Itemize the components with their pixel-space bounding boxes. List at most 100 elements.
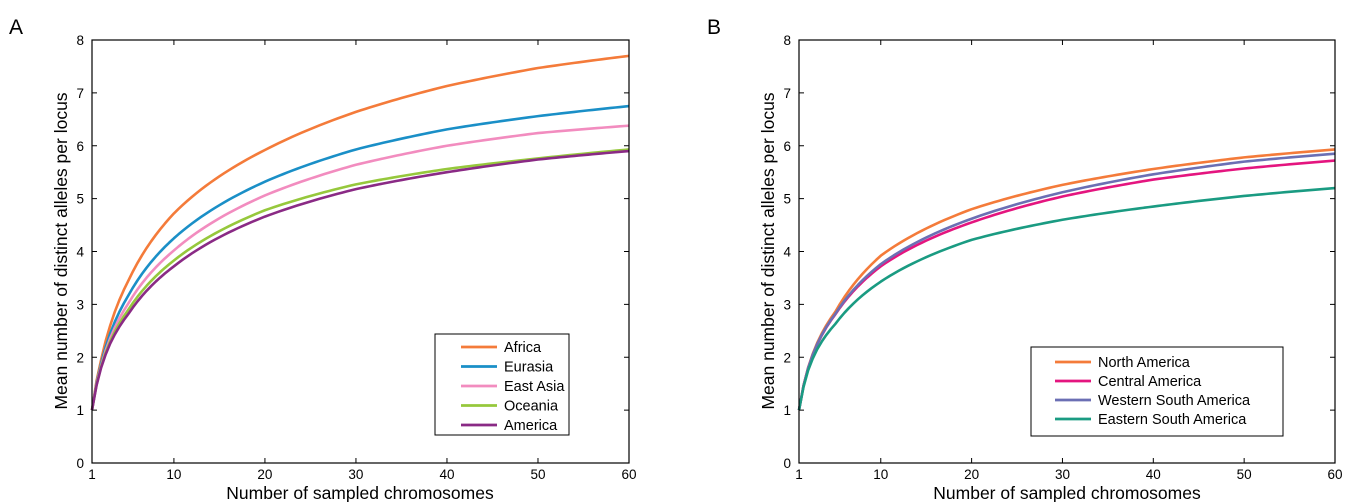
panel-b-y-tick-label: 7 bbox=[783, 86, 791, 101]
panel-a-legend-label: East Asia bbox=[504, 379, 565, 395]
panel-b-legend-items: North America Central America Western Sout… bbox=[1055, 355, 1251, 428]
panel-a-y-tick-label: 7 bbox=[76, 86, 84, 101]
panel-a-y-tick-label: 5 bbox=[76, 192, 84, 207]
panel-a-legend-item-africa: Africa bbox=[461, 340, 542, 356]
panel-b-x-tick-label: 30 bbox=[1055, 467, 1070, 482]
panel-b-series-north-america bbox=[797, 148, 1336, 411]
panel-a-y-tick-label: 2 bbox=[76, 350, 84, 365]
panel-b-x-tick: 60 bbox=[1327, 40, 1343, 482]
panel-b-legend-label: North America bbox=[1098, 355, 1191, 371]
panel-b-x-tick: 20 bbox=[964, 40, 979, 482]
panel-b-x-tick: 1 bbox=[795, 40, 803, 482]
panel-b-legend-item-eastern-south-america: Eastern South America bbox=[1055, 412, 1247, 428]
panel-b-y-tick: 3 bbox=[783, 297, 1335, 312]
panel-a-y-tick: 4 bbox=[76, 245, 629, 260]
panel-b-y-tick: 5 bbox=[783, 192, 1335, 207]
panel-a-x-tick: 1 bbox=[88, 40, 96, 482]
panel-a-series-east-asia bbox=[90, 124, 630, 411]
panel-b-y-tick: 6 bbox=[783, 139, 1335, 154]
panel-a-x-tick: 30 bbox=[348, 40, 363, 482]
panel-a-y-tick: 5 bbox=[76, 192, 629, 207]
panel-b-x-tick: 50 bbox=[1237, 40, 1252, 482]
panel-b-y-tick-label: 3 bbox=[783, 297, 791, 312]
panel-b-x-tick-label: 20 bbox=[964, 467, 979, 482]
panel-a-legend-label: America bbox=[504, 418, 558, 434]
panel-a-y-tick-label: 8 bbox=[76, 33, 84, 48]
panel-a-y-tick-label: 1 bbox=[76, 403, 84, 418]
panel-b-x-tick: 40 bbox=[1146, 40, 1161, 482]
panel-b-y-tick-label: 6 bbox=[783, 139, 791, 154]
panel-a-series-america bbox=[90, 149, 630, 411]
panel-a-legend-item-east-asia: East Asia bbox=[461, 379, 565, 395]
panel-a-x-tick-label: 30 bbox=[348, 467, 363, 482]
panel-a-legend-label: Africa bbox=[504, 340, 542, 356]
panel-b-legend-label: Western South America bbox=[1098, 393, 1251, 409]
panel-b-legend-label: Eastern South America bbox=[1098, 412, 1247, 428]
panel-a-y-tick: 3 bbox=[76, 297, 629, 312]
panel-b-legend-item-western-south-america: Western South America bbox=[1055, 393, 1251, 409]
panel-a-y-tick-label: 4 bbox=[76, 245, 84, 260]
panel-a-y-tick: 0 bbox=[76, 456, 629, 471]
panel-b-x-tick-label: 1 bbox=[795, 467, 803, 482]
panel-b-x-axis-title: Number of sampled chromosomes bbox=[933, 483, 1201, 502]
panel-b-series-eastern-south-america bbox=[797, 186, 1336, 411]
panel-b-y-tick-label: 0 bbox=[783, 456, 791, 471]
panel-b-x-tick-label: 40 bbox=[1146, 467, 1161, 482]
panel-a-y-tick-label: 6 bbox=[76, 139, 84, 154]
panel-b-x-tick: 30 bbox=[1055, 40, 1070, 482]
panel-b-y-tick: 8 bbox=[783, 33, 1335, 48]
panel-a-legend-label: Oceania bbox=[504, 399, 559, 415]
panel-a-x-tick: 60 bbox=[621, 40, 637, 482]
panel-a-x-tick: 20 bbox=[257, 40, 272, 482]
panel-b-legend-item-central-america: Central America bbox=[1055, 374, 1202, 390]
panel-b-x-tick: 10 bbox=[873, 40, 888, 482]
panel-b-y-tick: 7 bbox=[783, 86, 1335, 101]
panel-a-y-tick-label: 0 bbox=[76, 456, 84, 471]
panel-a-y-tick: 2 bbox=[76, 350, 629, 365]
panel-a-legend-item-america: America bbox=[461, 418, 558, 434]
panel-b-series-central-america bbox=[797, 159, 1336, 411]
panel-a-legend-box bbox=[434, 333, 570, 436]
panel-a-x-tick-label: 20 bbox=[257, 467, 272, 482]
panel-b-y-tick: 0 bbox=[783, 456, 1335, 471]
panel-a-plot bbox=[90, 54, 630, 411]
panel-b-x-tick-label: 60 bbox=[1327, 467, 1342, 482]
panel-b-legend-label: Central America bbox=[1098, 374, 1202, 390]
panel-a-y-tick: 7 bbox=[76, 86, 629, 101]
panel-a-x-tick-label: 50 bbox=[530, 467, 545, 482]
panel-a-x-tick-label: 40 bbox=[439, 467, 454, 482]
panel-a-y-tick: 6 bbox=[76, 139, 629, 154]
panel-a-x-tick: 10 bbox=[166, 40, 181, 482]
panel-a-x-tick: 50 bbox=[530, 40, 545, 482]
panel-a-x-axis-title: Number of sampled chromosomes bbox=[226, 483, 494, 502]
panel-a-x-tick-label: 1 bbox=[88, 467, 96, 482]
panel-b-y-tick: 4 bbox=[783, 245, 1335, 260]
panel-a-legend-label: Eurasia bbox=[504, 360, 554, 376]
panel-a-y-axis-title: Mean number of distinct alleles per locu… bbox=[51, 92, 71, 409]
panel-a-legend-items: Africa Eurasia East Asia Oceania America bbox=[461, 340, 565, 434]
panel-a-x-tick-label: 10 bbox=[166, 467, 181, 482]
panel-b-y-tick: 2 bbox=[783, 350, 1335, 365]
panel-a-legend: Africa Eurasia East Asia Oceania America bbox=[434, 333, 570, 436]
panel-a-y-tick: 1 bbox=[76, 403, 629, 418]
panel-a-y-tick: 8 bbox=[76, 33, 629, 48]
panel-b-y-tick-label: 5 bbox=[783, 192, 791, 207]
panel-a-x-tick-label: 60 bbox=[621, 467, 636, 482]
panel-a-legend-item-oceania: Oceania bbox=[461, 399, 559, 415]
panel-b-x-tick-label: 10 bbox=[873, 467, 888, 482]
panel-a-series-eurasia bbox=[90, 104, 630, 411]
panel-b-y-tick-label: 2 bbox=[783, 350, 791, 365]
panel-b-legend-item-north-america: North America bbox=[1055, 355, 1191, 371]
panel-a-series-africa bbox=[90, 54, 630, 411]
panel-b-letter: B bbox=[707, 16, 721, 39]
panel-b-legend: North America Central America Western Sout… bbox=[1030, 346, 1284, 437]
panel-a-letter: A bbox=[9, 16, 23, 39]
panel-a-x-tick: 40 bbox=[439, 40, 454, 482]
panel-b-y-tick-label: 1 bbox=[783, 403, 791, 418]
panel-b-plot bbox=[797, 148, 1336, 411]
